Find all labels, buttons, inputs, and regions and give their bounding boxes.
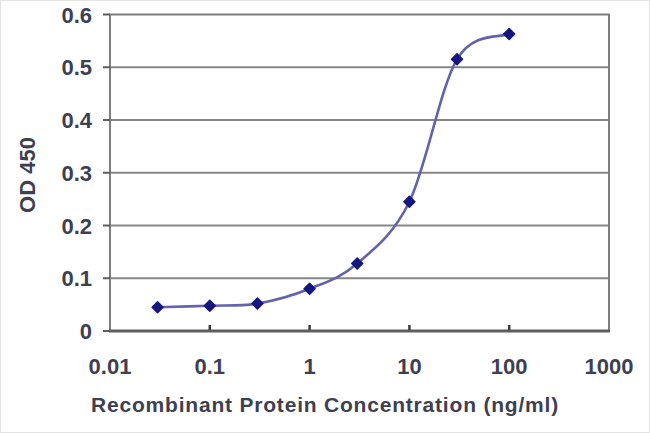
y-tick-label: 0.1 [61, 266, 92, 291]
y-tick-label: 0 [80, 319, 92, 344]
x-tick-label: 0.01 [89, 354, 132, 379]
x-tick-label: 0.1 [195, 354, 226, 379]
x-tick-label: 1 [303, 354, 315, 379]
y-tick-label: 0.4 [61, 108, 92, 133]
x-tick-label: 100 [491, 354, 528, 379]
y-tick-label: 0.3 [61, 161, 92, 186]
y-axis-title: OD 450 [15, 103, 41, 247]
y-tick-label: 0.5 [61, 55, 92, 80]
y-tick-label: 0.2 [61, 214, 92, 239]
elisa-chart-figure: 0 0.1 0.2 0.3 0.4 0.5 0.6 0.01 0.1 1 10 100 1000 OD … [0, 0, 650, 433]
x-tick-label: 10 [397, 354, 421, 379]
x-tick-label: 1000 [585, 354, 634, 379]
x-axis-title: Recombinant Protein Concentration (ng/ml… [0, 393, 650, 417]
y-tick-label: 0.6 [61, 3, 92, 28]
plot-area: 0 0.1 0.2 0.3 0.4 0.5 0.6 0.01 0.1 1 10 100 1000 [0, 0, 650, 433]
